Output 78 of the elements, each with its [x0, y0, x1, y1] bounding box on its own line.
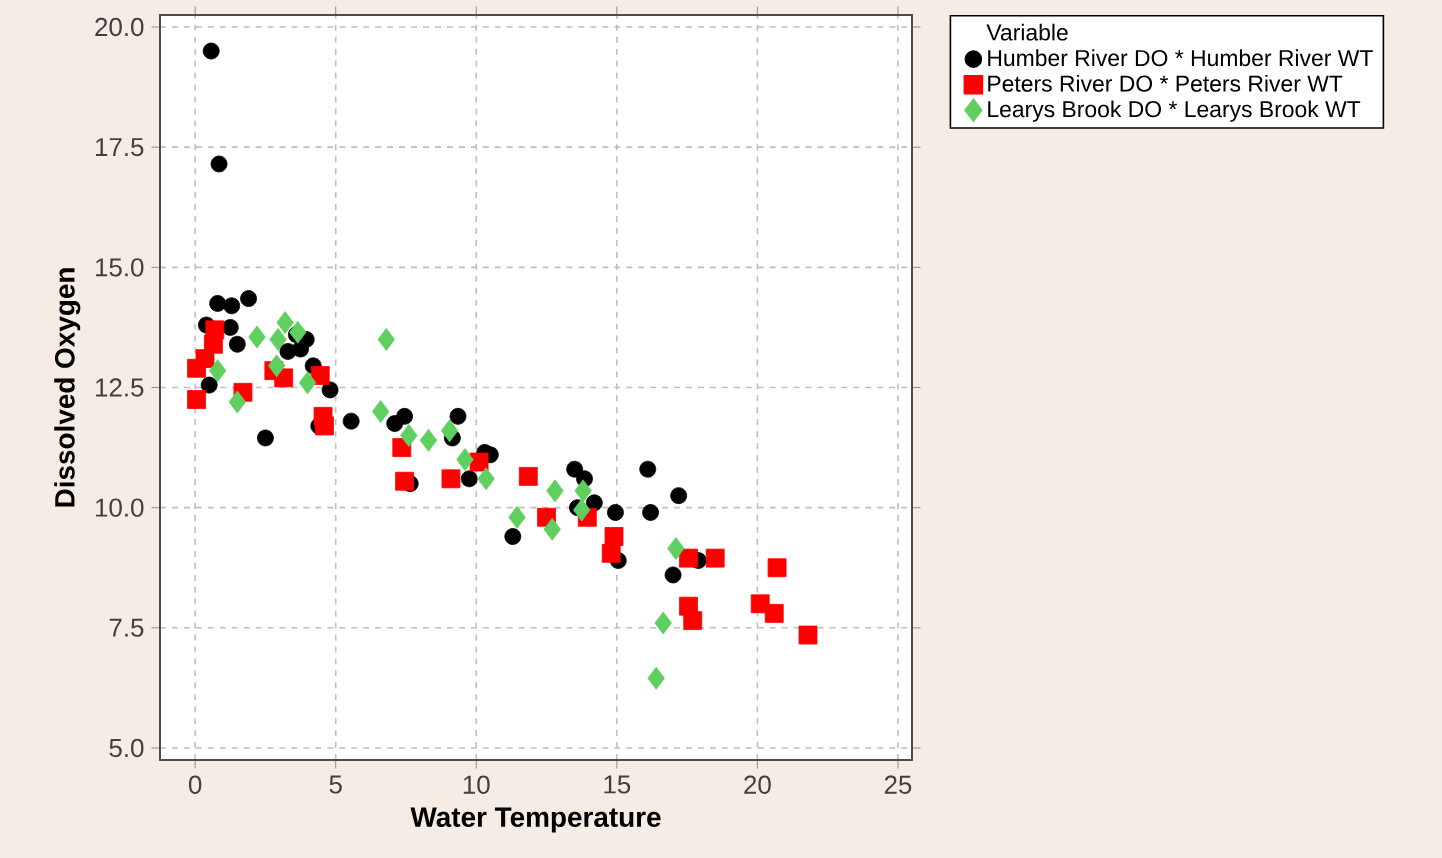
- point: [210, 155, 228, 173]
- point: [546, 479, 564, 503]
- legend-label: Peters River DO * Peters River WT: [988, 74, 1343, 92]
- point: [604, 527, 624, 546]
- point: [298, 371, 317, 395]
- point: [395, 471, 414, 491]
- point: [223, 297, 241, 315]
- x-tick-label: 10: [463, 775, 490, 794]
- point: [518, 467, 538, 486]
- point: [228, 335, 246, 353]
- point: [289, 320, 307, 344]
- point: [667, 537, 685, 560]
- y-tick-label: 5.0: [109, 738, 144, 758]
- point: [705, 548, 725, 568]
- point: [372, 400, 390, 423]
- point: [449, 407, 467, 425]
- point: [269, 328, 287, 351]
- point: [440, 419, 459, 443]
- point: [543, 517, 561, 541]
- point: [767, 558, 787, 578]
- point: [310, 366, 330, 385]
- point: [764, 604, 784, 623]
- point: [321, 381, 339, 399]
- point: [654, 611, 672, 635]
- legend-label: Learys Brook DO * Learys Brook WT: [988, 100, 1361, 122]
- point: [276, 311, 294, 335]
- point: [257, 429, 274, 447]
- point: [200, 376, 218, 394]
- point: [268, 354, 286, 378]
- point: [642, 504, 659, 521]
- point: [601, 543, 621, 563]
- point: [460, 470, 478, 488]
- point: [477, 467, 495, 491]
- x-tick-label: 20: [744, 775, 771, 794]
- point: [683, 611, 703, 631]
- point: [504, 528, 522, 545]
- point: [508, 505, 526, 529]
- point: [456, 448, 474, 471]
- point: [221, 319, 239, 336]
- point: [670, 487, 688, 505]
- point: [342, 412, 360, 430]
- point: [607, 504, 624, 521]
- point: [209, 294, 227, 312]
- point: [419, 428, 438, 452]
- point: [639, 460, 657, 478]
- point: [574, 479, 592, 503]
- point: [400, 424, 418, 447]
- x-tick-label: 0: [188, 775, 202, 794]
- y-tick-label: 20.0: [95, 17, 144, 37]
- point: [240, 290, 257, 307]
- x-tick-label: 25: [884, 775, 912, 794]
- point: [202, 42, 220, 60]
- point: [377, 328, 395, 351]
- point: [204, 334, 223, 354]
- y-axis-title: Dissolved Oxygen: [54, 268, 81, 507]
- point: [573, 498, 591, 522]
- point: [441, 469, 461, 489]
- point: [664, 566, 682, 584]
- y-tick-label: 10.0: [96, 498, 144, 517]
- legend-title: Variable: [986, 23, 1068, 41]
- point: [315, 416, 334, 436]
- x-tick-label: 15: [604, 775, 631, 794]
- y-tick-label: 12.5: [96, 378, 144, 397]
- point: [248, 325, 266, 349]
- legend-label: Humber River DO * Humber River WT: [988, 49, 1373, 67]
- point: [396, 407, 413, 425]
- x-tick-label: 5: [329, 775, 342, 794]
- point: [679, 548, 698, 568]
- point: [208, 359, 227, 383]
- point: [647, 666, 665, 690]
- y-tick-label: 17.5: [96, 138, 144, 157]
- x-axis-title: Water Temperature: [410, 807, 661, 833]
- point: [228, 390, 246, 414]
- point: [798, 625, 818, 645]
- y-tick-label: 7.5: [109, 618, 144, 637]
- point: [187, 390, 206, 409]
- y-tick-label: 15.0: [96, 258, 144, 277]
- point: [566, 460, 584, 478]
